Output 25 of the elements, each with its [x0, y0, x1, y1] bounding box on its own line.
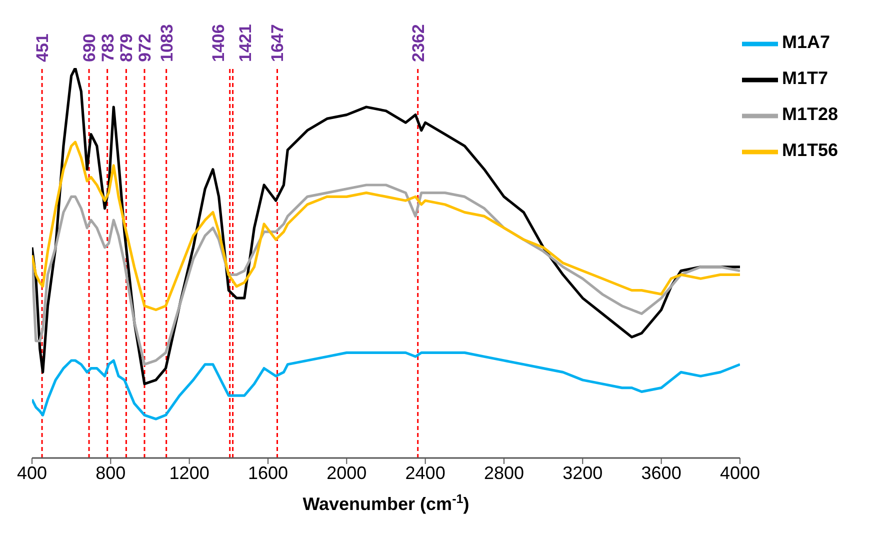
ref-line-label: 451	[33, 34, 52, 62]
x-tick-label: 800	[96, 462, 126, 483]
x-tick-label: 4000	[720, 462, 760, 483]
x-tick-label: 1600	[248, 462, 288, 483]
ref-line-label: 690	[80, 34, 100, 62]
ref-line-label: 1406	[208, 24, 228, 62]
x-tick-label: 2800	[484, 462, 524, 483]
ref-line-label: 972	[135, 34, 154, 62]
legend-label: M1T7	[782, 68, 828, 88]
legend-label: M1T28	[782, 104, 838, 124]
ref-line-label: 1421	[236, 24, 255, 62]
legend-label: M1T56	[782, 140, 838, 160]
x-tick-label: 2400	[405, 462, 446, 483]
x-axis-title: Wavenumber (cm$^{-1}$)	[302, 492, 470, 514]
ref-line-label: 879	[117, 34, 136, 62]
x-tick-label: 2000	[326, 462, 367, 483]
x-tick-label: 400	[16, 462, 48, 483]
x-tick-label: 3200	[562, 462, 603, 483]
ref-line-label: 1083	[157, 24, 176, 62]
ref-line-label: 2362	[408, 24, 428, 62]
ref-line-label: 783	[98, 34, 118, 62]
x-tick-label: 1200	[169, 462, 210, 483]
ref-line-label: 1647	[268, 24, 288, 62]
legend-label: M1A7	[782, 32, 830, 52]
x-tick-label: 3600	[641, 462, 682, 483]
